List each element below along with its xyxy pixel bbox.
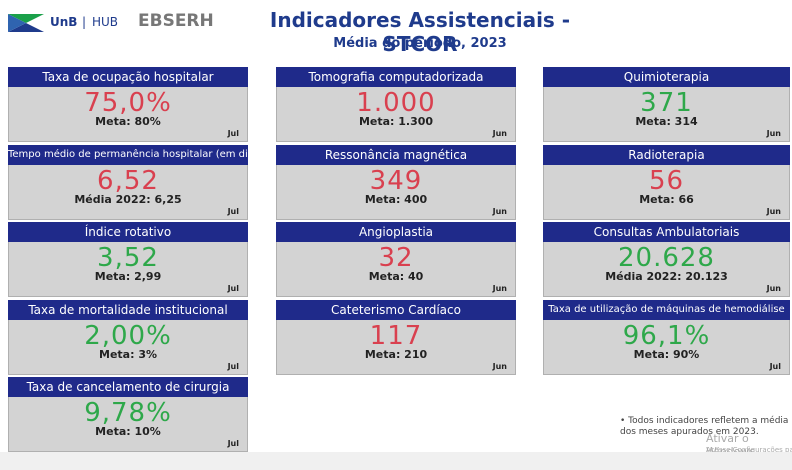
card-target: Meta: 66 [639, 192, 694, 206]
card-title: Radioterapia [543, 144, 790, 165]
card-value: 2,00% [84, 320, 172, 351]
card-target: Meta: 314 [635, 115, 698, 128]
card-month: Jul [227, 129, 239, 138]
card-month: Jun [492, 361, 507, 371]
card-body: 349 Meta: 400 Jun [276, 164, 516, 220]
card-month: Jul [227, 206, 239, 216]
card-body: 75,0% Meta: 80% Jul [8, 87, 248, 142]
card-body: 3,52 Meta: 2,99 Jul [8, 242, 248, 297]
card-title: Taxa de utilização de máquinas de hemodi… [543, 299, 790, 320]
card-value: 6,52 [97, 165, 159, 196]
card-body: 371 Meta: 314 Jun [543, 87, 790, 142]
kpi-card: Quimioterapia 371 Meta: 314 Jun [543, 67, 790, 142]
card-value: 3,52 [97, 243, 159, 273]
logo-hub: HUB [92, 15, 119, 29]
card-title: Taxa de cancelamento de cirurgia [8, 377, 248, 397]
card-title: Quimioterapia [543, 67, 790, 87]
card-target: Média 2022: 20.123 [605, 270, 728, 283]
card-value: 371 [640, 88, 693, 118]
kpi-card: Radioterapia 56 Meta: 66 Jun [543, 144, 790, 220]
card-body: 2,00% Meta: 3% Jul [8, 319, 248, 375]
card-body: 117 Meta: 210 Jun [276, 319, 516, 375]
card-title: Tempo médio de permanência hospitalar (e… [8, 144, 248, 165]
card-month: Jun [766, 206, 781, 216]
card-value: 1.000 [356, 88, 436, 118]
card-title: Índice rotativo [8, 222, 248, 242]
logo-ebserh: EBSERH [138, 11, 214, 31]
card-month: Jun [492, 206, 507, 216]
card-value: 117 [369, 320, 423, 351]
card-month: Jul [227, 361, 239, 371]
kpi-card: Cateterismo Cardíaco 117 Meta: 210 Jun [276, 299, 516, 375]
card-body: 9,78% Meta: 10% Jul [8, 397, 248, 452]
card-value: 9,78% [84, 398, 172, 428]
card-value: 96,1% [622, 320, 711, 351]
card-value: 349 [369, 165, 423, 196]
card-value: 56 [648, 165, 685, 196]
card-title: Taxa de mortalidade institucional [8, 299, 248, 320]
footer-bar [0, 452, 792, 470]
card-month: Jun [766, 129, 781, 138]
card-title: Consultas Ambulatoriais [543, 222, 790, 242]
card-target: Meta: 1.300 [358, 115, 434, 128]
card-title: Tomografia computadorizada [276, 67, 516, 87]
footnote: • Todos indicadores refletem a média dos… [620, 416, 789, 437]
kpi-card: Índice rotativo 3,52 Meta: 2,99 Jul [8, 222, 248, 297]
subtitle: Média do período, 2023 [333, 36, 507, 51]
card-title: Angioplastia [276, 222, 516, 242]
card-target: Meta: 400 [364, 192, 428, 206]
watermark-subtitle: Acesse Configurações pa [706, 446, 792, 454]
card-target: Meta: 3% [99, 347, 157, 361]
card-target: Meta: 90% [633, 347, 700, 361]
kpi-card: Taxa de mortalidade institucional 2,00% Me… [8, 299, 248, 375]
title: Indicadores Assistenciais - STCOR [269, 8, 571, 56]
kpi-card: Taxa de ocupação hospitalar 75,0% Meta: 80… [8, 67, 248, 142]
kpi-card: Taxa de utilização de máquinas de hemodi… [543, 299, 790, 375]
card-month: Jun [766, 284, 781, 293]
card-body: 6,52 Média 2022: 6,25 Jul [8, 164, 248, 220]
kpi-card: Consultas Ambulatoriais 20.628 Média 2022:… [543, 222, 790, 297]
card-target: Média 2022: 6,25 [74, 192, 182, 206]
kpi-card: Taxa de cancelamento de cirurgia 9,78% Met… [8, 377, 248, 452]
kpi-card: Ressonância magnética 349 Meta: 400 Jun [276, 144, 516, 220]
logo-icon [8, 14, 44, 32]
card-month: Jul [227, 439, 239, 448]
card-value: 20.628 [618, 243, 715, 273]
card-body: 1.000 Meta: 1.300 Jun [276, 87, 516, 142]
card-value: 75,0% [84, 88, 172, 118]
card-body: 56 Meta: 66 Jun [543, 164, 790, 220]
card-target: Meta: 2,99 [94, 270, 162, 283]
card-target: Meta: 210 [364, 347, 428, 361]
card-body: 32 Meta: 40 Jun [276, 242, 516, 297]
card-body: 20.628 Média 2022: 20.123 Jun [543, 242, 790, 297]
kpi-card: Tempo médio de permanência hospitalar (e… [8, 144, 248, 220]
card-title: Ressonância magnética [276, 144, 516, 165]
card-month: Jul [227, 284, 239, 293]
card-month: Jun [492, 129, 507, 138]
kpi-card: Tomografia computadorizada 1.000 Meta: 1.3… [276, 67, 516, 142]
card-title: Cateterismo Cardíaco [276, 299, 516, 320]
card-month: Jun [492, 284, 507, 293]
card-title: Taxa de ocupação hospitalar [8, 67, 248, 87]
logo-separator: | [82, 15, 87, 29]
card-body: 96,1% Meta: 90% Jul [543, 319, 790, 375]
card-target: Meta: 80% [95, 115, 161, 128]
card-target: Meta: 40 [368, 270, 424, 283]
card-target: Meta: 10% [95, 425, 161, 438]
card-value: 32 [378, 243, 414, 273]
kpi-card: Angioplastia 32 Meta: 40 Jun [276, 222, 516, 297]
card-month: Jul [769, 361, 781, 371]
logo-unb: UnB [50, 15, 78, 29]
